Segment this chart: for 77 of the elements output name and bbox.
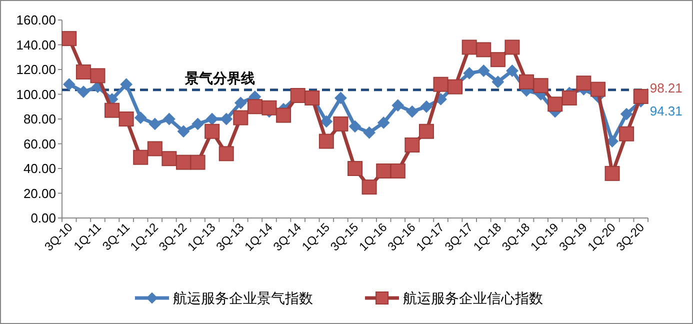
point bbox=[376, 163, 392, 178]
y-tick-label: 60.00 bbox=[23, 136, 56, 152]
point bbox=[247, 99, 262, 114]
point bbox=[348, 161, 362, 176]
point bbox=[392, 99, 404, 112]
point bbox=[620, 108, 633, 120]
point bbox=[334, 92, 347, 104]
point bbox=[148, 118, 161, 130]
point bbox=[90, 68, 106, 84]
point bbox=[147, 141, 162, 156]
point bbox=[504, 40, 520, 55]
point bbox=[404, 137, 420, 152]
y-tick-label: 40.00 bbox=[23, 161, 56, 176]
point bbox=[406, 106, 418, 118]
point bbox=[476, 42, 492, 58]
point bbox=[604, 166, 620, 181]
point bbox=[177, 125, 190, 138]
y-tick-label: 80.00 bbox=[23, 112, 56, 126]
point bbox=[220, 113, 232, 125]
point bbox=[363, 126, 376, 139]
point bbox=[492, 76, 504, 88]
point bbox=[162, 151, 177, 166]
point bbox=[506, 64, 518, 77]
data-label: 98.21 bbox=[650, 80, 682, 96]
legend-label: 航运服务企业景气指数 bbox=[173, 290, 313, 306]
ref-line-label: 景气分界线 bbox=[184, 70, 255, 87]
point bbox=[104, 102, 120, 118]
point bbox=[462, 40, 477, 55]
point bbox=[576, 76, 592, 91]
point bbox=[533, 78, 548, 94]
point bbox=[420, 100, 432, 113]
point bbox=[490, 52, 506, 68]
point bbox=[478, 64, 490, 77]
point bbox=[463, 67, 476, 80]
y-tick-label: 0.00 bbox=[30, 210, 56, 226]
point bbox=[590, 82, 606, 97]
point bbox=[118, 112, 134, 126]
point bbox=[418, 124, 434, 139]
point bbox=[77, 86, 90, 98]
point bbox=[519, 74, 534, 90]
point bbox=[320, 115, 332, 128]
point bbox=[362, 180, 377, 195]
point bbox=[233, 110, 248, 126]
point bbox=[562, 90, 577, 106]
y-tick-label: 100.00 bbox=[16, 86, 56, 102]
point bbox=[134, 112, 147, 124]
point bbox=[234, 96, 247, 109]
point bbox=[262, 100, 277, 116]
point bbox=[206, 113, 218, 125]
point bbox=[190, 154, 206, 170]
point bbox=[192, 118, 204, 130]
point bbox=[378, 116, 390, 129]
data-label: 94.31 bbox=[650, 103, 682, 118]
point bbox=[304, 90, 320, 106]
point bbox=[163, 113, 176, 125]
point bbox=[76, 64, 91, 80]
point bbox=[133, 150, 148, 165]
y-tick-label: 140.00 bbox=[16, 37, 56, 52]
y-tick-label: 20.00 bbox=[23, 186, 56, 201]
point bbox=[619, 126, 634, 142]
point bbox=[276, 108, 292, 123]
point bbox=[333, 116, 348, 132]
point bbox=[318, 134, 334, 149]
legend-label: 航运服务企业信心指数 bbox=[403, 290, 543, 306]
point bbox=[433, 76, 448, 92]
y-tick-label: 160.00 bbox=[16, 12, 56, 28]
point bbox=[204, 124, 220, 139]
point bbox=[176, 154, 191, 170]
point bbox=[448, 79, 463, 94]
point bbox=[548, 96, 563, 112]
point bbox=[62, 31, 77, 46]
point bbox=[218, 146, 234, 162]
point bbox=[63, 78, 76, 90]
point bbox=[120, 78, 132, 90]
point bbox=[390, 163, 406, 178]
y-tick-label: 120.00 bbox=[16, 62, 56, 77]
point bbox=[349, 120, 361, 132]
